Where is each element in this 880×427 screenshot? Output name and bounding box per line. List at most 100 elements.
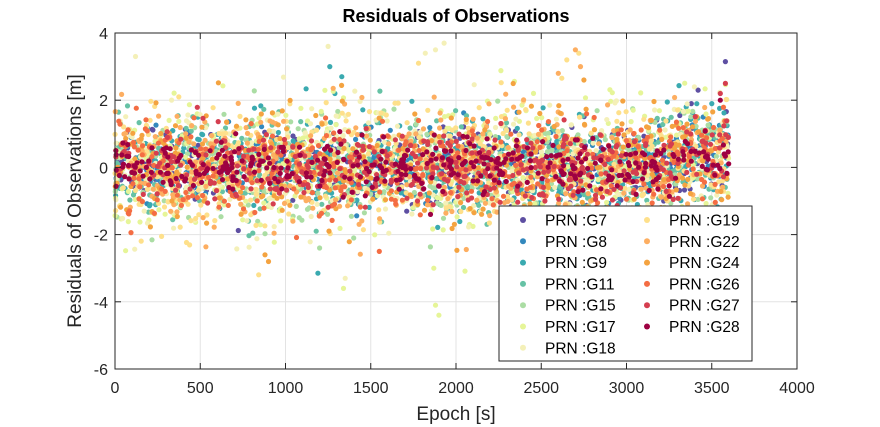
data-point [589, 165, 595, 171]
data-point [537, 164, 544, 170]
data-point [314, 127, 320, 133]
data-point [164, 129, 170, 135]
data-point [435, 224, 441, 230]
data-point [374, 142, 380, 149]
data-point [261, 106, 267, 112]
data-point [136, 196, 142, 202]
data-point [279, 207, 285, 213]
data-point [329, 217, 335, 223]
data-point [283, 112, 289, 118]
data-point [147, 117, 153, 123]
data-point [641, 191, 647, 197]
data-point [649, 200, 655, 206]
data-point [453, 125, 459, 131]
data-point [123, 135, 129, 142]
data-point [165, 199, 171, 205]
data-point [157, 160, 163, 166]
data-point [719, 135, 725, 142]
data-point [592, 192, 599, 198]
data-point [345, 203, 351, 209]
data-point [152, 134, 158, 140]
data-point [340, 132, 346, 139]
data-point [360, 227, 366, 233]
data-point [310, 205, 316, 211]
data-point [140, 191, 146, 197]
data-point [387, 127, 393, 133]
data-point [298, 194, 304, 200]
data-point [123, 114, 129, 120]
data-point [144, 220, 151, 226]
data-point [332, 185, 338, 191]
data-point [417, 212, 423, 218]
data-point [354, 197, 360, 203]
data-point [490, 202, 496, 208]
data-point [127, 197, 133, 203]
data-point [348, 197, 354, 203]
data-point [434, 165, 440, 171]
data-point [287, 97, 293, 103]
data-point [251, 88, 257, 94]
data-point [370, 196, 376, 202]
data-point [492, 137, 498, 143]
data-point [509, 168, 515, 174]
data-point [261, 200, 267, 206]
data-point [246, 233, 252, 239]
data-point [605, 156, 611, 162]
data-point [526, 131, 532, 137]
data-point [227, 196, 233, 202]
data-point [568, 122, 574, 128]
data-point [116, 118, 122, 124]
data-point [248, 121, 254, 127]
data-point [348, 213, 354, 219]
data-point [298, 119, 304, 125]
data-point [258, 103, 264, 109]
data-point [328, 125, 334, 131]
data-point [257, 206, 263, 212]
data-point [615, 191, 621, 197]
data-point [341, 178, 347, 184]
data-point [194, 195, 200, 201]
data-point [592, 196, 599, 202]
data-point [556, 144, 562, 150]
data-point [313, 228, 319, 234]
data-point [688, 101, 694, 107]
data-point [322, 193, 329, 199]
data-point [458, 124, 464, 130]
data-point [170, 217, 176, 223]
data-point [173, 145, 179, 151]
data-point [544, 178, 551, 184]
data-point [551, 123, 557, 130]
data-point [644, 124, 650, 130]
data-point [438, 202, 444, 208]
data-point [220, 131, 226, 137]
data-point [663, 118, 669, 124]
data-point [197, 112, 203, 118]
data-point [281, 118, 287, 124]
data-point [691, 84, 698, 90]
data-point [376, 248, 382, 254]
data-point [449, 208, 455, 215]
data-point [290, 144, 296, 150]
data-point [203, 244, 209, 250]
data-point [584, 151, 591, 157]
data-point [290, 133, 296, 139]
data-point [597, 164, 603, 170]
data-point [171, 225, 177, 231]
data-point [404, 120, 410, 126]
data-point [688, 114, 694, 120]
data-point [659, 157, 666, 163]
data-point [221, 111, 227, 117]
data-point [268, 145, 274, 151]
data-point [218, 214, 224, 220]
data-point [346, 239, 352, 245]
data-point [721, 123, 727, 129]
data-point [199, 141, 206, 147]
data-point [188, 128, 194, 134]
data-point [205, 200, 211, 206]
data-point [540, 105, 546, 111]
data-point [609, 135, 615, 141]
data-point [463, 246, 469, 253]
data-point [315, 143, 322, 149]
data-point [690, 124, 696, 130]
